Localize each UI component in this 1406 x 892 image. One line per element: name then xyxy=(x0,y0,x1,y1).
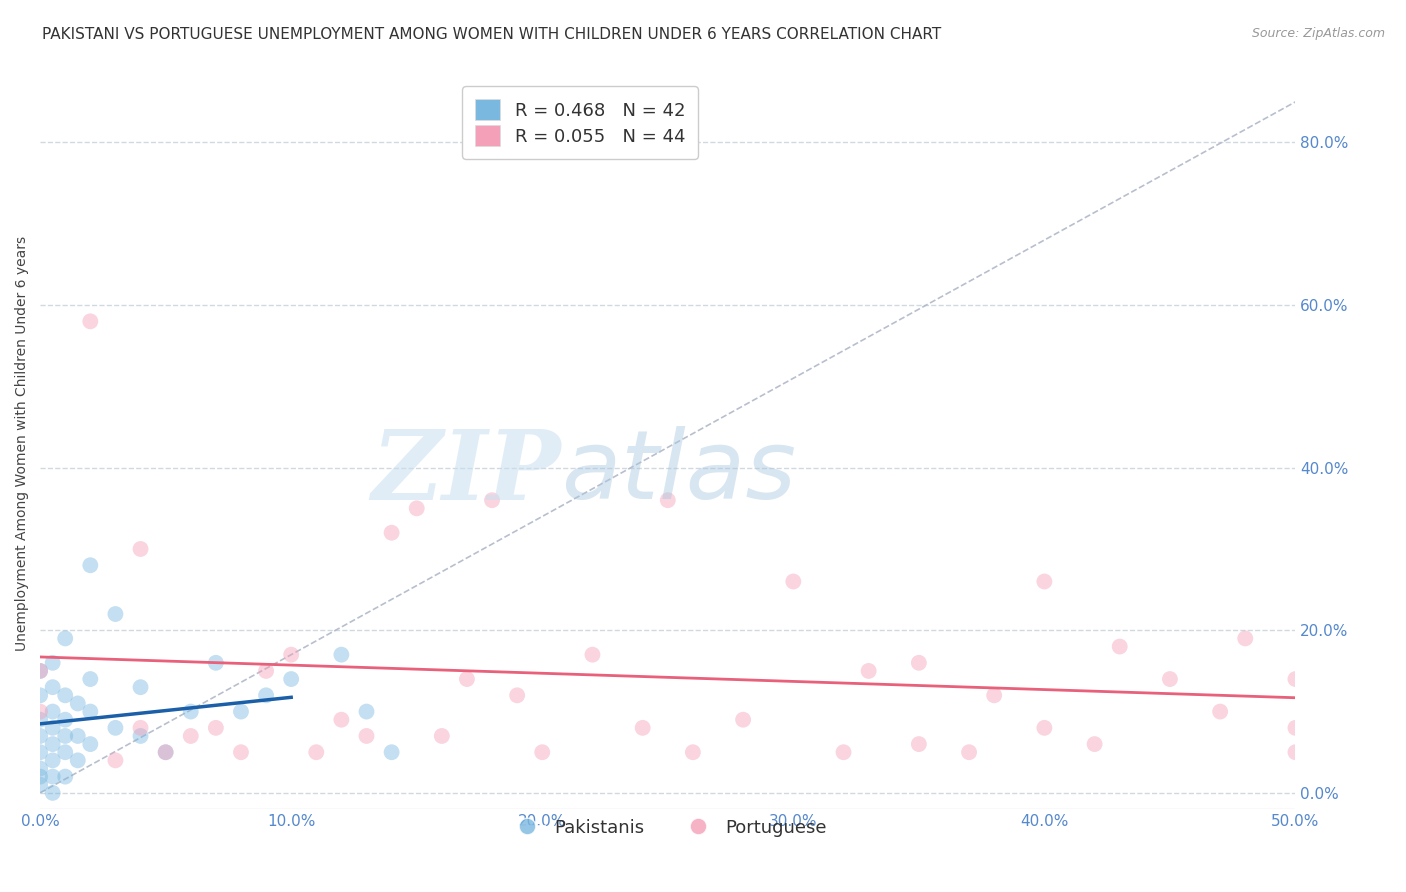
Point xyxy=(1209,705,1232,719)
Point xyxy=(908,656,931,670)
Point xyxy=(30,689,52,703)
Point xyxy=(733,713,755,727)
Point xyxy=(104,721,127,735)
Point xyxy=(53,770,76,784)
Point xyxy=(657,493,679,508)
Point xyxy=(41,705,63,719)
Point xyxy=(155,745,177,759)
Point xyxy=(30,664,52,678)
Point xyxy=(531,745,554,759)
Point xyxy=(356,705,378,719)
Point xyxy=(330,648,353,662)
Point xyxy=(53,745,76,759)
Point xyxy=(381,745,404,759)
Point xyxy=(79,705,101,719)
Point xyxy=(129,721,152,735)
Point xyxy=(129,541,152,556)
Point xyxy=(908,737,931,751)
Point xyxy=(53,689,76,703)
Point xyxy=(53,632,76,646)
Point xyxy=(66,753,89,767)
Point xyxy=(41,786,63,800)
Point xyxy=(430,729,453,743)
Point xyxy=(254,664,277,678)
Point xyxy=(1234,632,1257,646)
Point xyxy=(104,607,127,621)
Point xyxy=(129,729,152,743)
Legend: Pakistanis, Portuguese: Pakistanis, Portuguese xyxy=(502,812,834,844)
Point xyxy=(1108,640,1130,654)
Point xyxy=(1284,721,1306,735)
Point xyxy=(1033,574,1056,589)
Point xyxy=(983,689,1005,703)
Point xyxy=(79,558,101,573)
Point xyxy=(41,721,63,735)
Point xyxy=(280,672,302,686)
Point xyxy=(356,729,378,743)
Point xyxy=(1033,721,1056,735)
Point xyxy=(1284,745,1306,759)
Point xyxy=(682,745,704,759)
Point xyxy=(381,525,404,540)
Point xyxy=(30,729,52,743)
Text: atlas: atlas xyxy=(561,426,796,519)
Point xyxy=(30,705,52,719)
Point xyxy=(53,713,76,727)
Point xyxy=(305,745,328,759)
Point xyxy=(330,713,353,727)
Text: Source: ZipAtlas.com: Source: ZipAtlas.com xyxy=(1251,27,1385,40)
Point xyxy=(41,770,63,784)
Text: PAKISTANI VS PORTUGUESE UNEMPLOYMENT AMONG WOMEN WITH CHILDREN UNDER 6 YEARS COR: PAKISTANI VS PORTUGUESE UNEMPLOYMENT AMO… xyxy=(42,27,942,42)
Point xyxy=(79,672,101,686)
Point xyxy=(41,737,63,751)
Point xyxy=(229,745,252,759)
Point xyxy=(205,721,228,735)
Text: ZIP: ZIP xyxy=(371,425,561,519)
Point xyxy=(41,753,63,767)
Point xyxy=(30,745,52,759)
Point xyxy=(205,656,228,670)
Point xyxy=(129,680,152,694)
Point xyxy=(30,770,52,784)
Y-axis label: Unemployment Among Women with Children Under 6 years: Unemployment Among Women with Children U… xyxy=(15,235,30,651)
Point xyxy=(66,697,89,711)
Point xyxy=(180,705,202,719)
Point xyxy=(41,680,63,694)
Point xyxy=(957,745,980,759)
Point xyxy=(30,713,52,727)
Point xyxy=(1159,672,1181,686)
Point xyxy=(405,501,427,516)
Point xyxy=(456,672,478,686)
Point xyxy=(104,753,127,767)
Point xyxy=(254,689,277,703)
Point xyxy=(832,745,855,759)
Point xyxy=(631,721,654,735)
Point xyxy=(1284,672,1306,686)
Point xyxy=(858,664,880,678)
Point xyxy=(1084,737,1107,751)
Point xyxy=(79,314,101,328)
Point xyxy=(782,574,804,589)
Point xyxy=(66,729,89,743)
Point xyxy=(506,689,529,703)
Point xyxy=(481,493,503,508)
Point xyxy=(581,648,603,662)
Point xyxy=(280,648,302,662)
Point xyxy=(30,762,52,776)
Point xyxy=(30,778,52,792)
Point xyxy=(30,664,52,678)
Point xyxy=(229,705,252,719)
Point xyxy=(41,656,63,670)
Point xyxy=(79,737,101,751)
Point xyxy=(155,745,177,759)
Point xyxy=(180,729,202,743)
Point xyxy=(53,729,76,743)
